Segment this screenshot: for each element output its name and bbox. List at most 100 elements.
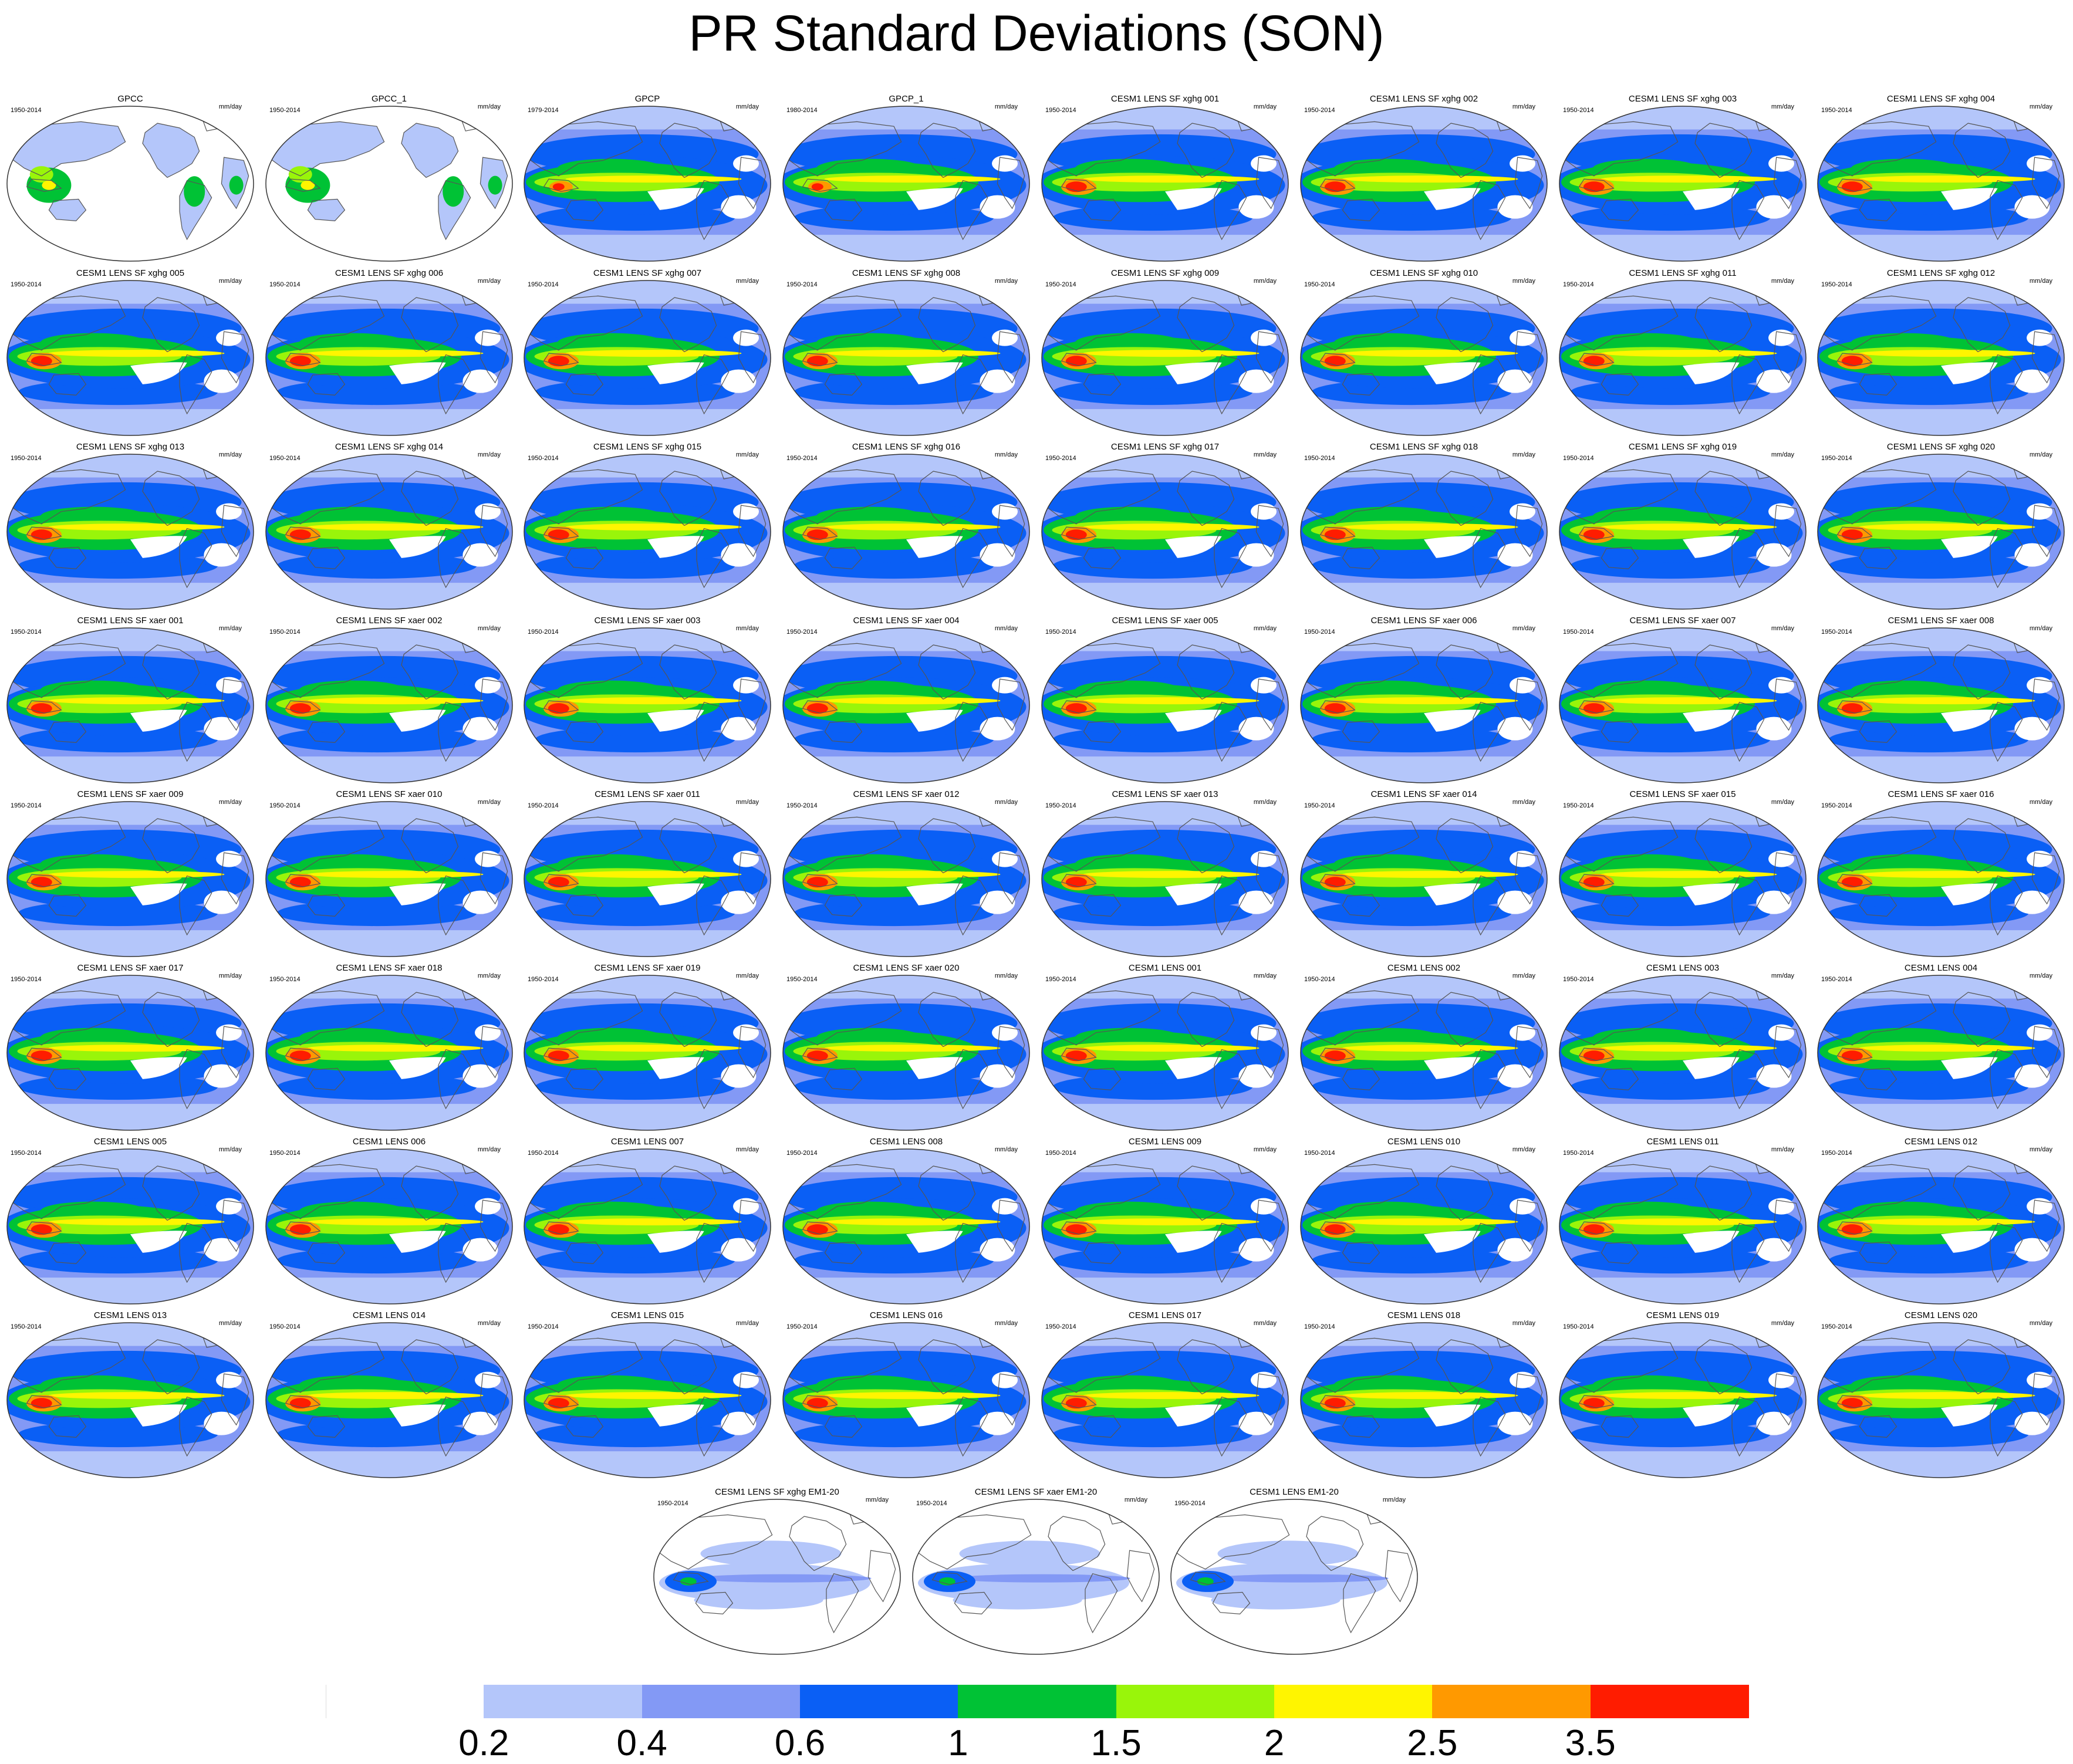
- colorbar-tick-label: 0.2: [458, 1723, 509, 1763]
- map-border: [265, 280, 513, 436]
- panel-title: CESM1 LENS SF xghg 017: [1110, 442, 1220, 452]
- coastline-northAmerica: [142, 644, 200, 700]
- map-band-green-north: [1851, 1028, 1957, 1047]
- coastline-eurasia: [1044, 121, 1161, 177]
- map-dry-atlantic: [1497, 195, 1533, 219]
- map-band-green-north: [299, 1201, 405, 1221]
- coastline-northAmerica: [142, 297, 200, 353]
- panel-years: 1950-2014: [657, 1500, 688, 1507]
- map-border: [1817, 1148, 2065, 1305]
- coastline-africa: [1255, 852, 1284, 905]
- coastline-southAmerica: [438, 1396, 471, 1457]
- coastline-southAmerica: [1990, 354, 2023, 415]
- coastline-maritime: [1319, 700, 1356, 714]
- map-border: [1300, 627, 1548, 783]
- coastline-maritime: [1319, 1047, 1356, 1061]
- coastline-australia: [1342, 1067, 1380, 1091]
- map-dry-atlantic: [2014, 195, 2050, 219]
- coastline-southAmerica: [438, 1049, 471, 1110]
- coastline-australia: [1601, 373, 1639, 396]
- map-border: [912, 1499, 1160, 1655]
- map-dry-atlantic: [204, 369, 239, 393]
- coastline-northAmerica: [1694, 1339, 1753, 1395]
- map-border: [1300, 280, 1548, 436]
- coastline-southAmerica: [955, 701, 988, 762]
- coastline-southAmerica: [179, 1222, 212, 1283]
- colorbar-tick-label: 2.5: [1407, 1723, 1458, 1763]
- land-band-peak: [301, 180, 315, 190]
- coastline-northAmerica: [401, 471, 459, 526]
- panel-unit: mm/day: [994, 972, 1018, 979]
- map-dry-atlantic: [462, 717, 498, 741]
- map-border: [1300, 454, 1548, 610]
- coastline-northAmerica: [401, 992, 459, 1047]
- panel-unit: mm/day: [1512, 278, 1535, 285]
- coastline-africa: [2031, 331, 2060, 384]
- map-panel: CESM1 LENS SF xghg 005 1950-2014 mm/day: [4, 268, 257, 440]
- panel-years: 1950-2014: [1045, 107, 1076, 114]
- map-dry-tongue: [906, 1231, 963, 1253]
- coastline-southAmerica: [1473, 1222, 1506, 1283]
- map-dry-atlantic: [721, 543, 757, 567]
- map-plot: [1300, 1148, 1548, 1305]
- map-panel: CESM1 LENS SF xaer 002 1950-2014 mm/day: [262, 616, 516, 787]
- coastline-eurasia: [9, 469, 126, 525]
- map-border: [1300, 1148, 1548, 1305]
- panel-title: CESM1 LENS SF xaer 010: [336, 789, 443, 799]
- coastline-eurasia: [9, 990, 126, 1046]
- coastline-africa: [1255, 1026, 1284, 1079]
- map-plot: [1041, 106, 1289, 262]
- map-plot: [6, 627, 254, 783]
- panel-title: CESM1 LENS 011: [1646, 1137, 1719, 1147]
- map-plot: [524, 801, 771, 957]
- coastline-southAmerica: [955, 1222, 988, 1283]
- map-panel: GPCP_1 1980-2014 mm/day: [779, 94, 1033, 265]
- coastline-australia: [307, 894, 346, 917]
- coastline-northAmerica: [401, 644, 459, 700]
- panel-title: CESM1 LENS SF xghg 018: [1369, 442, 1478, 452]
- panel-unit: mm/day: [1512, 1146, 1535, 1153]
- coastline-eurasia: [268, 816, 385, 872]
- map-band-green-north: [1075, 158, 1181, 178]
- coastline-eurasia: [9, 121, 126, 177]
- coastline-maritime: [543, 1047, 579, 1061]
- coastline-southAmerica: [1473, 1049, 1506, 1110]
- panel-unit: mm/day: [1253, 278, 1277, 285]
- coastline-eurasia: [1819, 469, 1937, 525]
- panel-title: CESM1 LENS SF xghg 014: [335, 442, 444, 452]
- coastline-northAmerica: [659, 123, 717, 178]
- map-panel: CESM1 LENS 005 1950-2014 mm/day: [4, 1137, 257, 1308]
- map-band-itcz: [1083, 175, 1260, 183]
- panel-unit: mm/day: [2029, 799, 2052, 806]
- coastline-northAmerica: [918, 1165, 976, 1221]
- map-band-itcz: [48, 1392, 225, 1400]
- mean-band-itcz: [954, 1574, 1130, 1583]
- coastline-australia: [1859, 373, 1898, 396]
- coastline-maritime: [1578, 874, 1615, 887]
- map-plot: [1559, 1322, 1807, 1478]
- map-band-itcz: [1601, 1218, 1777, 1226]
- coastline-maritime: [1061, 526, 1097, 540]
- panel-title: CESM1 LENS SF xaer 012: [853, 789, 960, 799]
- coastline-northAmerica: [1436, 818, 1494, 874]
- panel-title: CESM1 LENS SF xaer 014: [1370, 789, 1477, 799]
- coastline-northAmerica: [659, 471, 717, 526]
- coastline-maritime: [802, 353, 838, 366]
- coastline-southAmerica: [1990, 1222, 2023, 1283]
- panel-title: CESM1 LENS 003: [1646, 963, 1720, 973]
- map-band-itcz: [307, 1045, 484, 1052]
- coastline-africa: [480, 852, 508, 905]
- map-panel: CESM1 LENS SF xaer 018 1950-2014 mm/day: [262, 963, 516, 1134]
- map-plot: [1817, 1148, 2065, 1305]
- map-band-green-north: [1593, 1028, 1699, 1047]
- map-band-green-north: [1593, 680, 1699, 699]
- map-border: [1041, 106, 1289, 262]
- map-plot: [1041, 280, 1289, 436]
- map-border: [1559, 454, 1807, 610]
- map-plot: [1041, 627, 1289, 783]
- colorbar-box: [800, 1685, 959, 1718]
- map-border: [6, 280, 254, 436]
- coastline-eurasia: [1819, 121, 1937, 177]
- coastline-australia: [1083, 373, 1122, 396]
- coastline-eurasia: [1561, 990, 1679, 1046]
